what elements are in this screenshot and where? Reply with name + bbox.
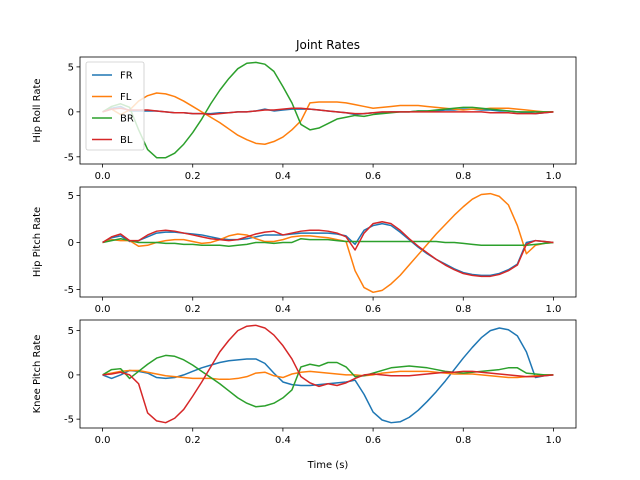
series-line-br-subplot-1 — [102, 61, 554, 159]
series-line-bl-subplot-1 — [102, 107, 554, 116]
legend-label-bl: BL — [120, 135, 133, 146]
series-line-fl-subplot-1 — [102, 92, 554, 145]
x-tick-label: 0.8 — [455, 304, 471, 315]
y-axis-label-2: Hip Pitch Rate — [32, 207, 43, 277]
x-tick-label: 0.8 — [455, 435, 471, 446]
subplot-1: 0.0 0.2 0.4 0.6 0.8 1.0 -5 0 5 Hip Roll Rate — [32, 56, 577, 182]
y-axis-label-3: Knee Pitch Rate — [32, 335, 43, 414]
x-tick-label: 0.4 — [275, 171, 291, 182]
y-tick-label: 0 — [68, 238, 74, 249]
legend: FR FL BR BL — [85, 61, 145, 151]
y-axis-label-1: Hip Roll Rate — [32, 78, 43, 142]
x-tick-label: 0.4 — [275, 435, 291, 446]
x-tick-label: 0.2 — [185, 304, 201, 315]
y-tick-label: -5 — [64, 152, 74, 163]
x-tick-label: 1.0 — [546, 171, 562, 182]
y-tick-label: 5 — [68, 191, 74, 202]
chart-title: Joint Rates — [295, 38, 360, 52]
series-line-bl-subplot-2 — [102, 221, 554, 278]
x-tick-label: 0.0 — [95, 435, 111, 446]
x-tick-label: 1.0 — [546, 304, 562, 315]
x-tick-label: 0.0 — [95, 304, 111, 315]
x-tick-label: 0.2 — [185, 171, 201, 182]
x-tick-label: 0.2 — [185, 435, 201, 446]
legend-label-br: BR — [120, 114, 134, 125]
series-line-bl-subplot-3 — [102, 324, 554, 424]
legend-box — [85, 61, 145, 151]
y-tick-label: -5 — [64, 415, 74, 426]
y-tick-label: 5 — [68, 62, 74, 73]
x-tick-label: 0.4 — [275, 304, 291, 315]
legend-label-fl: FL — [120, 92, 132, 103]
axes-frame-2 — [79, 186, 577, 298]
legend-label-fr: FR — [120, 71, 133, 82]
y-tick-label: -5 — [64, 285, 74, 296]
y-tick-label: 5 — [68, 326, 74, 337]
x-tick-label: 1.0 — [546, 435, 562, 446]
series-line-fl-subplot-3 — [102, 369, 554, 381]
subplot-3: 0.0 0.2 0.4 0.6 0.8 1.0 -5 0 5 Knee Pitch Rate — [32, 319, 577, 446]
x-tick-label: 0.6 — [365, 435, 381, 446]
x-axis-label: Time (s) — [307, 460, 349, 471]
series-line-br-subplot-2 — [102, 237, 554, 247]
axes-frame-1 — [79, 56, 577, 165]
y-tick-label: 0 — [68, 107, 74, 118]
x-tick-label: 0.0 — [95, 171, 111, 182]
x-tick-label: 0.8 — [455, 171, 471, 182]
y-tick-label: 0 — [68, 370, 74, 381]
subplot-2: 0.0 0.2 0.4 0.6 0.8 1.0 -5 0 5 Hip Pitch Rate — [32, 186, 577, 315]
x-tick-label: 0.6 — [365, 304, 381, 315]
x-tick-label: 0.6 — [365, 171, 381, 182]
series-line-fl-subplot-2 — [102, 192, 554, 294]
axes-frame-3 — [79, 319, 577, 429]
